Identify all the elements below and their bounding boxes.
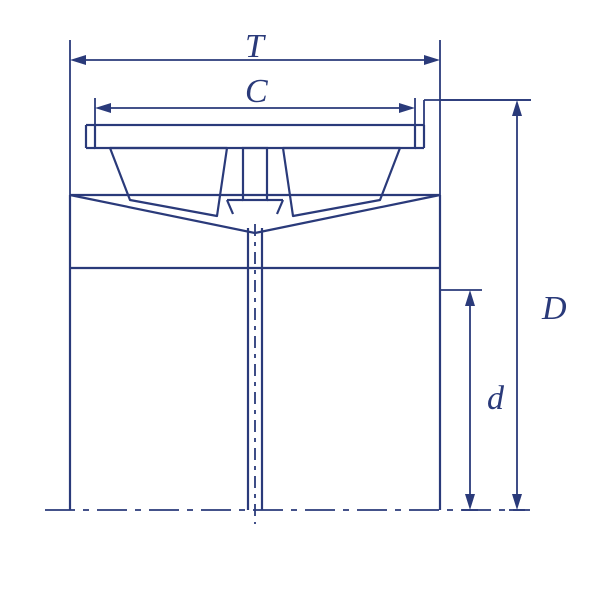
label-d: d (487, 380, 504, 418)
bearing-diagram (0, 0, 600, 600)
label-T: T (245, 28, 264, 66)
label-C: C (245, 73, 268, 111)
label-D: D (542, 290, 567, 328)
